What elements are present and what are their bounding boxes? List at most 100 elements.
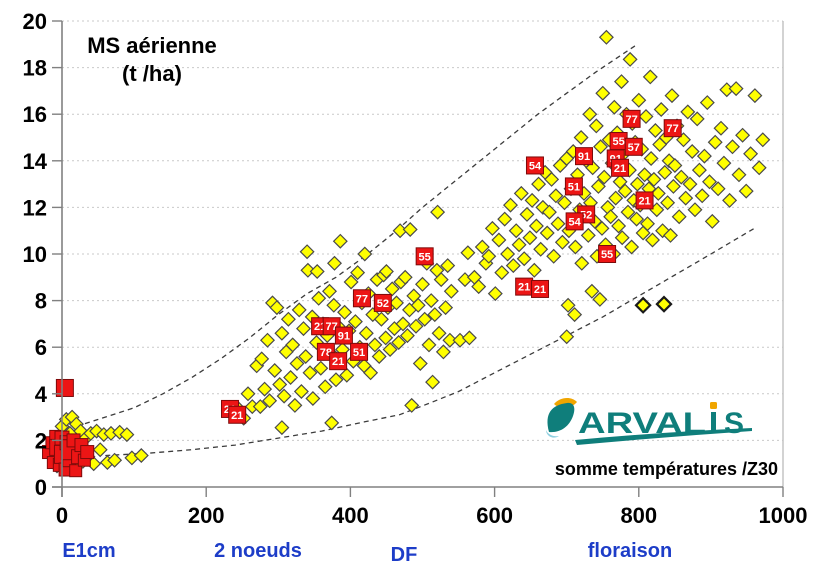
yellow-diamond-point	[650, 185, 666, 201]
red-square-label: 55	[419, 251, 431, 263]
yellow-diamond-point	[657, 164, 673, 180]
red-square-label: 77	[326, 321, 338, 333]
stage-label-floraison: floraison	[588, 540, 672, 562]
x-tick-label: 200	[188, 503, 225, 528]
yellow-diamond-point	[347, 314, 363, 330]
yellow-diamond-point	[299, 244, 315, 260]
yellow-diamond-point	[606, 99, 622, 115]
yellow-diamond-point	[391, 335, 407, 350]
x-tick-label: 400	[332, 503, 369, 528]
yellow-diamond-point	[285, 337, 301, 353]
yellow-diamond-point	[528, 218, 544, 234]
red-square-label: 55	[612, 136, 624, 148]
y-tick-label: 4	[35, 382, 48, 407]
yellow-diamond-point	[272, 377, 288, 392]
y-tick-label: 16	[23, 102, 47, 127]
yellow-diamond-point	[397, 269, 413, 285]
yellow-diamond-point	[371, 349, 387, 364]
yellow-diamond-point	[663, 227, 678, 243]
yellow-diamond-point	[431, 325, 447, 341]
yellow-diamond-point	[378, 330, 394, 346]
yellow-diamond-point	[339, 367, 355, 383]
yellow-diamond-point	[119, 427, 135, 443]
yellow-diamond-point	[560, 297, 576, 313]
red-labeled-square	[352, 289, 371, 308]
yellow-diamond-point	[702, 174, 717, 190]
yellow-diamond-point	[415, 276, 430, 292]
y-tick-label: 6	[35, 335, 47, 360]
yellow-diamond-series	[44, 29, 771, 476]
yellow-diamond-point	[522, 230, 538, 246]
red-square-label: 21	[638, 195, 650, 207]
yellow-diamond-point	[425, 374, 441, 390]
yellow-diamond-point	[296, 321, 311, 337]
yellow-diamond-point	[747, 88, 763, 104]
yellow-diamond-point	[645, 232, 660, 248]
chart-title: MS aérienne	[87, 33, 217, 58]
x-axis-annotation: somme températures /Z30	[555, 459, 778, 479]
yellow-diamond-point	[533, 241, 549, 257]
yellow-diamond-point	[671, 209, 687, 225]
yellow-diamond-point	[252, 399, 268, 415]
yellow-diamond-point	[305, 391, 321, 406]
stage-label-df: DF	[391, 544, 418, 566]
red-square-label: 51	[568, 181, 580, 193]
yellow-diamond-point	[643, 151, 659, 166]
red-labeled-square	[531, 279, 550, 298]
yellow-diamond-point	[684, 144, 700, 159]
yellow-diamond-point	[440, 258, 456, 274]
red-square-label: 21	[534, 284, 546, 296]
yellow-diamond-point	[548, 188, 564, 204]
yellow-diamond-point	[287, 397, 303, 413]
yellow-diamond-point	[582, 106, 598, 122]
yellow-diamond-point	[653, 102, 669, 117]
yellow-diamond-point	[435, 344, 451, 360]
yellow-diamond-point	[539, 225, 555, 241]
yellow-diamond-point	[367, 337, 383, 353]
yellow-diamond-point	[629, 176, 645, 192]
yellow-diamond-point	[291, 302, 307, 318]
yellow-diamond-point	[474, 239, 490, 255]
yellow-diamond-point	[738, 183, 754, 199]
yellow-diamond-point	[417, 311, 433, 327]
red-square-label: 54	[529, 160, 542, 172]
yellow-diamond-point	[487, 286, 503, 302]
yellow-diamond-point	[317, 379, 333, 395]
yellow-diamond-point	[611, 218, 627, 234]
red-square-point	[80, 445, 95, 460]
yellow-diamond-point	[719, 82, 735, 98]
yellow-diamond-point	[298, 349, 314, 364]
yellow-diamond-point	[624, 239, 640, 255]
yellow-diamond-point	[710, 181, 726, 197]
yellow-diamond-point	[133, 448, 149, 463]
yellow-diamond-point	[598, 29, 614, 45]
yellow-diamond-point	[313, 360, 329, 376]
yellow-diamond-point	[722, 192, 738, 208]
yellow-diamond-point	[617, 183, 633, 199]
yellow-diamond-point	[673, 169, 689, 185]
yellow-diamond-point	[608, 190, 624, 206]
yellow-diamond-point	[328, 372, 344, 388]
red-labeled-square	[564, 177, 583, 196]
red-square-label: 91	[338, 331, 350, 343]
yellow-diamond-point	[735, 127, 751, 143]
red-labeled-square	[373, 293, 392, 312]
y-tick-label: 10	[23, 242, 47, 267]
yellow-diamond-point	[629, 211, 645, 227]
yellow-diamond-point	[427, 307, 443, 323]
yellow-diamond-point	[642, 69, 658, 85]
red-labeled-square	[663, 119, 682, 138]
red-labeled-square	[624, 137, 643, 156]
yellow-diamond-point	[696, 148, 712, 164]
yellow-diamond-point	[324, 415, 340, 431]
yellow-diamond-point	[680, 104, 696, 120]
yellow-diamond-point	[402, 222, 418, 237]
red-square-label: 21	[614, 163, 626, 175]
yellow-diamond-point	[614, 230, 630, 246]
red-square-label: 54	[569, 216, 582, 228]
yellow-diamond-point	[500, 246, 516, 262]
envelope-curve-upper	[76, 43, 638, 428]
yellow-diamond-point	[503, 197, 518, 213]
red-labeled-square	[565, 212, 584, 231]
yellow-diamond-point	[580, 227, 596, 243]
